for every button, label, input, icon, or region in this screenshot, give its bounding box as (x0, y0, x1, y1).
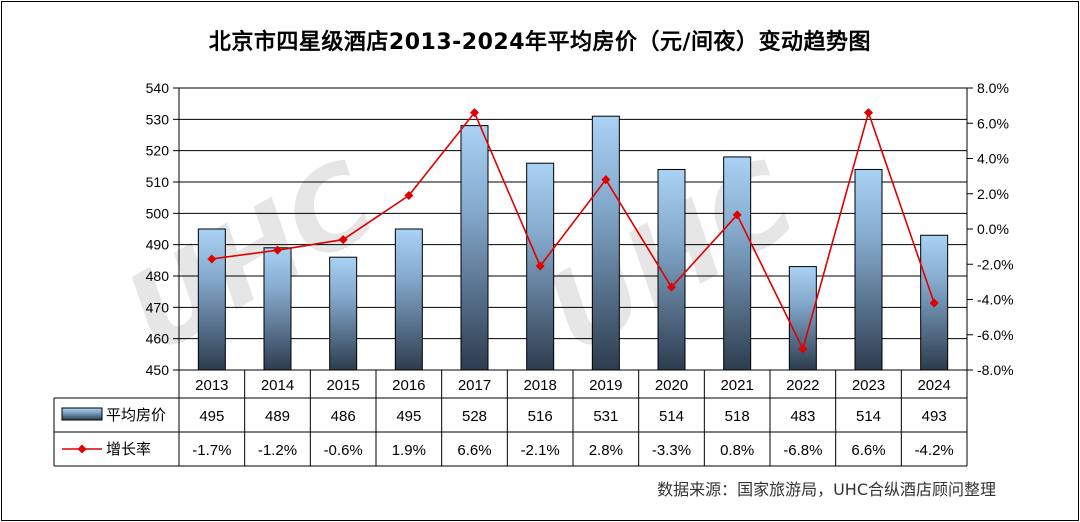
growth-marker-2018 (535, 261, 545, 271)
growth-label-2020: -3.3% (652, 442, 691, 459)
bar-series (197, 115, 949, 371)
growth-marker-2013 (207, 254, 217, 264)
y-right-tick-6.0%: 6.0% (977, 115, 1009, 131)
y-left-tick-480: 480 (146, 268, 170, 284)
price-label-2013: 495 (199, 408, 224, 425)
x-tick-2014: 2014 (261, 377, 294, 394)
y-right-tick-4.0%: 4.0% (977, 151, 1009, 167)
growth-label-2015: -0.6% (324, 442, 363, 459)
price-label-2023: 514 (856, 408, 881, 425)
bar-2017 (460, 125, 489, 371)
growth-marker-2023 (864, 108, 873, 118)
x-tick-2019: 2019 (589, 377, 622, 394)
growth-marker-2024 (929, 298, 939, 308)
growth-marker-2016 (404, 191, 414, 201)
x-tick-2016: 2016 (392, 377, 425, 394)
y-left-tick-490: 490 (146, 237, 170, 253)
bar-2016 (394, 228, 423, 371)
price-label-2021: 518 (725, 408, 750, 425)
y-left-tick-520: 520 (146, 143, 170, 159)
y-left-tick-450: 450 (146, 362, 170, 378)
y-left-tick-530: 530 (146, 111, 170, 127)
growth-label-2017: 6.6% (457, 442, 491, 459)
y-left-tick-510: 510 (146, 174, 170, 190)
growth-label-2024: -4.2% (915, 442, 954, 459)
axes: 450 460 470 480 490 500 510 520 530 540 -8.0% -6.0%… (146, 80, 1014, 378)
growth-marker-2019 (601, 175, 611, 185)
growth-label-2014: -1.2% (258, 442, 297, 459)
growth-label-2023: 6.6% (851, 442, 885, 459)
bar-2019 (591, 115, 620, 371)
x-tick-2021: 2021 (720, 377, 753, 394)
growth-marker-2015 (338, 235, 348, 245)
x-tick-2013: 2013 (195, 377, 228, 394)
y-left-tick-500: 500 (146, 205, 170, 221)
growth-label-2016: 1.9% (392, 442, 426, 459)
growth-label-2018: -2.1% (521, 442, 560, 459)
x-tick-2024: 2024 (917, 377, 950, 394)
bar-2020 (657, 168, 686, 371)
y-right-tick--2.0%: -2.0% (977, 256, 1014, 272)
bar-2023 (854, 168, 883, 371)
x-tick-2022: 2022 (786, 377, 819, 394)
legend-bar-key (61, 407, 103, 421)
price-label-2024: 493 (922, 408, 947, 425)
growth-label-2013: -1.7% (192, 442, 231, 459)
price-label-2019: 531 (593, 408, 618, 425)
y-right-tick-0.0%: 0.0% (977, 221, 1009, 237)
price-label-2016: 495 (396, 408, 421, 425)
price-label-2020: 514 (659, 408, 684, 425)
growth-label-2022: -6.8% (783, 442, 822, 459)
x-tick-2020: 2020 (655, 377, 688, 394)
data-table: 2013 2014 2015 2016 2017 2018 2019 2020 2021 2022… (53, 369, 968, 467)
y-right-tick-2.0%: 2.0% (977, 186, 1009, 202)
bar-2013 (197, 228, 226, 371)
growth-marker-2022 (798, 344, 808, 354)
bar-2021 (723, 156, 752, 371)
growth-marker-2017 (470, 108, 479, 118)
legend-line-marker (77, 444, 87, 454)
price-label-2018: 516 (528, 408, 553, 425)
y-right-tick--6.0%: -6.0% (977, 327, 1014, 343)
y-left-tick-470: 470 (146, 299, 170, 315)
bar-2014 (263, 247, 292, 371)
growth-label-2021: 0.8% (720, 442, 754, 459)
source-note: 数据来源：国家旅游局，UHC合纵酒店顾问整理 (657, 480, 996, 499)
price-label-2022: 483 (790, 408, 815, 425)
growth-marker-2014 (273, 245, 282, 255)
y-right-tick-8.0%: 8.0% (977, 80, 1009, 96)
y-right-tick--4.0%: -4.0% (977, 292, 1014, 308)
chart-title: 北京市四星级酒店2013-2024年平均房价（元/间夜）变动趋势图 (208, 30, 872, 55)
growth-marker-2021 (732, 210, 742, 220)
legend-bar-label: 平均房价 (106, 406, 166, 424)
growth-label-2019: 2.8% (589, 442, 623, 459)
bar-2015 (329, 256, 358, 371)
y-right-tick--8.0%: -8.0% (977, 362, 1014, 378)
y-left-tick-540: 540 (146, 80, 170, 96)
bar-2022 (788, 266, 817, 371)
y-left-tick-460: 460 (146, 331, 170, 347)
x-tick-2023: 2023 (852, 377, 885, 394)
growth-line-series (207, 108, 939, 354)
price-label-2014: 489 (265, 408, 290, 425)
growth-marker-2020 (667, 282, 676, 292)
price-label-2017: 528 (462, 408, 487, 425)
growth-line (211, 109, 935, 352)
x-tick-2018: 2018 (523, 377, 556, 394)
x-tick-2017: 2017 (458, 377, 491, 394)
legend-line-label: 增长率 (106, 440, 151, 458)
x-tick-2015: 2015 (326, 377, 359, 394)
price-label-2015: 486 (331, 408, 356, 425)
